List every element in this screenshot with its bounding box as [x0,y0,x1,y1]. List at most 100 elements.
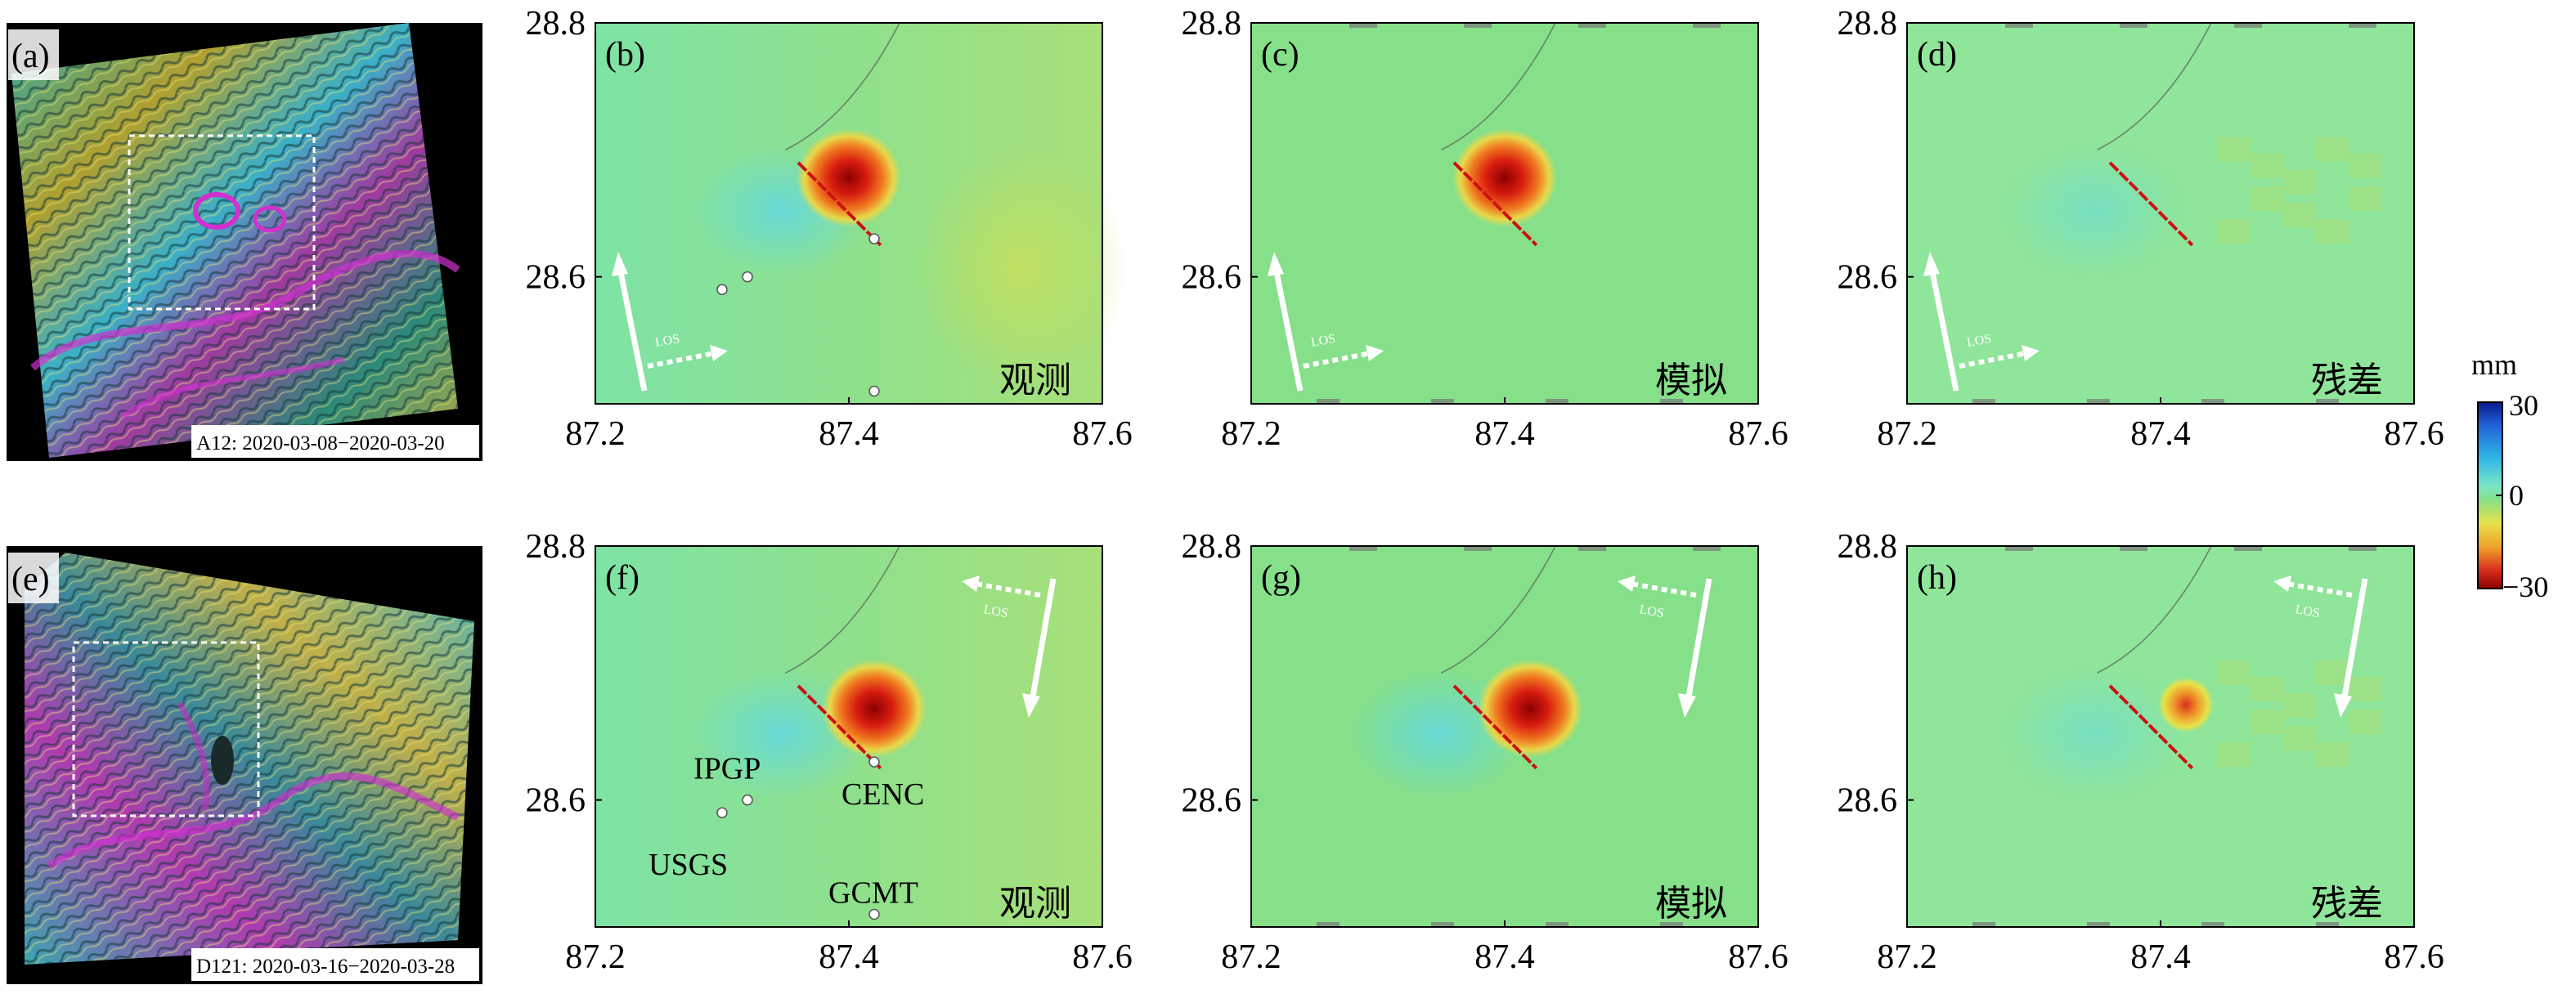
colorbar-unit: mm [2471,348,2517,381]
panel-d: LOS (d) 残差 87.2 87.4 87.6 28.8 28.6 [1838,5,2444,453]
epicenter-marker [742,271,753,283]
flight-direction-arrow [617,267,648,392]
panel-tag: 观测 [999,883,1071,925]
panel-label: (h) [1917,559,1957,597]
y-tick-label: 28.8 [526,528,586,566]
epicenter-marker [716,807,728,818]
los-label: LOS [982,602,1009,620]
fault-trace [2108,161,2194,247]
panel-label: (g) [1261,559,1301,597]
boundary-line [2097,545,2212,674]
x-tick-label: 87.2 [1877,938,1937,976]
panel-label: (a) [11,38,50,75]
panel-label: (e) [11,561,50,598]
x-tick-label: 87.4 [1474,415,1535,453]
y-tick-label: 28.8 [1182,528,1242,566]
panel-label: (d) [1917,36,1957,74]
panel-f: IPGP USGS CENC GCMT LOS (f) 观测 87.2 87.4 87.6 28.8… [526,528,1133,976]
panel-label: (b) [605,36,645,74]
boundary-line [1441,545,1556,674]
deformation-lobe [797,128,901,227]
boundary-line [1441,22,1556,151]
y-tick-label: 28.6 [526,259,586,297]
colorbar-max: 30 [2509,389,2538,422]
deformation-lobe [1478,659,1582,758]
epicenter-label: USGS [648,848,728,882]
flight-direction-arrow [2340,578,2368,702]
x-tick-label: 87.6 [1728,415,1788,453]
epicenter-marker [868,908,880,920]
x-tick-label: 87.6 [1072,415,1133,453]
epicenter-label: GCMT [828,875,918,910]
los-arrow [1303,351,1371,369]
panel-h: LOS (h) 残差 87.2 87.4 87.6 28.8 28.6 [1838,528,2444,976]
los-label: LOS [1310,332,1337,350]
panel-b: LOS (b) 观测 87.2 87.4 87.6 28.8 28.6 [526,5,1133,453]
colorbar: mm 30 0 −30 [2471,348,2548,603]
flight-direction-arrow [1928,267,1959,392]
epicenter-label: CENC [841,777,924,812]
flight-direction-arrow [1029,578,1057,702]
x-tick-label: 87.4 [819,938,879,976]
boundary-line [785,22,900,151]
y-tick-label: 28.6 [1182,259,1242,297]
x-tick-label: 87.4 [819,415,879,453]
deformation-lobe [2158,677,2214,733]
x-tick-label: 87.2 [565,938,626,976]
y-tick-label: 28.6 [1838,782,1898,820]
boundary-line [2097,22,2212,151]
y-tick-label: 28.6 [1182,782,1242,820]
panel-tag: 残差 [2311,883,2383,925]
x-tick-label: 87.4 [1474,938,1535,976]
panel-label: (c) [1261,36,1299,74]
x-tick-label: 87.2 [1221,415,1281,453]
panel-tag: 模拟 [1655,883,1727,925]
fault-trace [2108,684,2194,770]
y-tick-label: 28.8 [1182,5,1242,43]
epicenter-marker [868,756,880,768]
epicenter-label: IPGP [693,752,761,786]
panel-c: LOS (c) 模拟 87.2 87.4 87.6 28.8 28.6 [1182,5,1788,453]
y-tick-label: 28.6 [1838,259,1898,297]
y-tick-label: 28.6 [526,782,586,820]
deformation-lobe [1452,128,1557,227]
deformation-maps: LOS (b) 观测 87.2 87.4 87.6 28.8 28.6 LOS (c) 模拟 87.2… [526,5,2444,976]
x-tick-label: 87.4 [2130,938,2191,976]
los-label: LOS [654,332,681,350]
interferogram-caption: A12: 2020-03-08−2020-03-20 [196,432,445,454]
y-tick-label: 28.8 [1838,5,1898,43]
boundary-line [785,545,900,674]
x-tick-label: 87.2 [565,415,626,453]
panel-a: (a) A12: 2020-03-08−2020-03-20 [7,23,482,461]
y-tick-label: 28.8 [1838,528,1898,566]
panel-g: LOS (g) 模拟 87.2 87.4 87.6 28.8 28.6 [1182,528,1788,976]
study-area-box [128,134,316,311]
x-tick-label: 87.6 [1728,938,1788,976]
x-tick-label: 87.2 [1221,938,1281,976]
study-area-box [72,641,260,817]
colorbar-min: −30 [2502,571,2548,603]
colorbar-mid: 0 [2509,479,2524,512]
panel-tag: 观测 [999,360,1071,401]
deformation-lobe [822,659,927,758]
los-label: LOS [2294,602,2321,620]
los-arrow [1630,581,1697,598]
epicenter-marker [868,385,880,397]
x-tick-label: 87.6 [2384,415,2444,453]
fault-trace [1452,684,1538,770]
los-arrow [1959,351,2027,369]
los-label: LOS [1966,332,1993,350]
panel-e: (e) D121: 2020-03-16−2020-03-28 [7,546,482,984]
panel-tag: 模拟 [1655,360,1727,401]
fault-trace [797,684,882,770]
x-tick-label: 87.6 [1072,938,1133,976]
fault-trace [1452,161,1538,247]
panel-tag: 残差 [2311,360,2383,401]
los-label: LOS [1638,602,1665,620]
fault-trace [797,161,882,247]
panel-label: (f) [605,559,640,597]
flight-direction-arrow [1685,578,1712,702]
x-tick-label: 87.2 [1877,415,1937,453]
los-arrow [647,351,716,369]
